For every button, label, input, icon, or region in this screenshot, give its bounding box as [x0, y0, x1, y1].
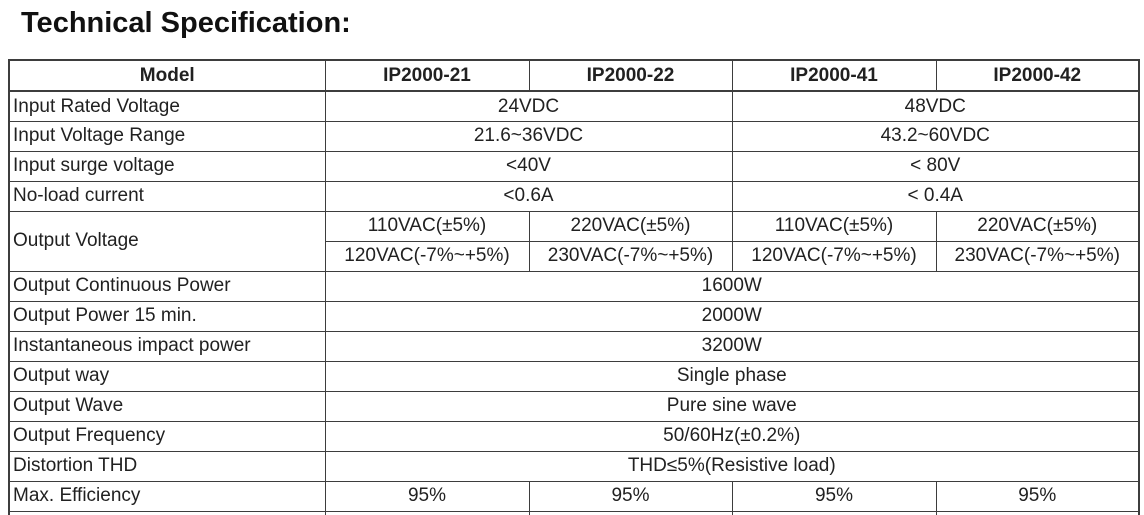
cell-value: 95% [324, 480, 530, 512]
header-model-ip2000-42: IP2000-42 [935, 59, 1140, 93]
row-max-efficiency: Max. Efficiency 95% 95% 95% 95% [8, 480, 1140, 512]
cell-value: 50/60Hz(±0.2%) [324, 420, 1140, 452]
row-label: Output Voltage [8, 210, 326, 272]
row-label: No-load current [8, 180, 326, 212]
row-output-wave: Output Wave Pure sine wave [8, 390, 1140, 422]
cell-value: 220VAC(±5%) [935, 210, 1140, 242]
clipped-cell [528, 510, 733, 515]
cell-value: 95% [731, 480, 937, 512]
row-output-voltage-range: 120VAC(-7%~+5%) 230VAC(-7%~+5%) 120VAC(-… [9, 240, 1140, 272]
clipped-cell [935, 510, 1140, 515]
row-instantaneous-impact-power: Instantaneous impact power 3200W [8, 330, 1140, 362]
header-model-ip2000-41: IP2000-41 [731, 59, 937, 93]
row-output-frequency: Output Frequency 50/60Hz(±0.2%) [8, 420, 1140, 452]
cell-value: < 0.4A [731, 180, 1140, 212]
cell-value: 110VAC(±5%) [324, 210, 530, 242]
row-label: Output Power 15 min. [8, 300, 326, 332]
cell-value: 24VDC [324, 90, 733, 122]
clipped-cell [324, 510, 530, 515]
row-label: Input Voltage Range [8, 120, 326, 152]
row-output-voltage-nominal: Output Voltage 110VAC(±5%) 220VAC(±5%) 1… [8, 210, 1140, 272]
cell-value: 120VAC(-7%~+5%) [324, 240, 530, 272]
row-clipped-continuation [8, 510, 1140, 515]
cell-value: 48VDC [731, 90, 1140, 122]
technical-spec-table: Model IP2000-21 IP2000-22 IP2000-41 IP20… [8, 59, 1140, 515]
row-label: Output Wave [8, 390, 326, 422]
row-label: Max. Efficiency [8, 480, 326, 512]
header-model-label: Model [8, 59, 326, 93]
cell-value: 21.6~36VDC [324, 120, 733, 152]
cell-value: 3200W [324, 330, 1140, 362]
row-output-power-15min: Output Power 15 min. 2000W [8, 300, 1140, 332]
row-input-rated-voltage: Input Rated Voltage 24VDC 48VDC [8, 90, 1140, 122]
cell-value: 43.2~60VDC [731, 120, 1140, 152]
cell-value: THD≤5%(Resistive load) [324, 450, 1140, 482]
cell-value: 220VAC(±5%) [528, 210, 733, 242]
cell-value: 95% [528, 480, 733, 512]
header-model-ip2000-22: IP2000-22 [528, 59, 733, 93]
cell-value: <0.6A [324, 180, 733, 212]
row-input-voltage-range: Input Voltage Range 21.6~36VDC 43.2~60VD… [8, 120, 1140, 152]
cell-value: 2000W [324, 300, 1140, 332]
row-no-load-current: No-load current <0.6A < 0.4A [8, 180, 1140, 212]
clipped-cell [731, 510, 937, 515]
cell-value: < 80V [731, 150, 1140, 182]
header-model-ip2000-21: IP2000-21 [324, 59, 530, 93]
row-label: Output way [8, 360, 326, 392]
row-label: Instantaneous impact power [8, 330, 326, 362]
cell-value: 1600W [324, 270, 1140, 302]
row-label: Input Rated Voltage [8, 90, 326, 122]
cell-value: 95% [935, 480, 1140, 512]
cell-value: Single phase [324, 360, 1140, 392]
row-label: Output Frequency [8, 420, 326, 452]
cell-value: 110VAC(±5%) [731, 210, 937, 242]
row-output-way: Output way Single phase [8, 360, 1140, 392]
page-title: Technical Specification: [21, 7, 351, 39]
row-label: Distortion THD [8, 450, 326, 482]
cell-value: <40V [324, 150, 733, 182]
row-output-continuous-power: Output Continuous Power 1600W [8, 270, 1140, 302]
cell-value: 120VAC(-7%~+5%) [731, 240, 937, 272]
cell-value: 230VAC(-7%~+5%) [935, 240, 1140, 272]
row-distortion-thd: Distortion THD THD≤5%(Resistive load) [8, 450, 1140, 482]
row-input-surge-voltage: Input surge voltage <40V < 80V [8, 150, 1140, 182]
table-header-row: Model IP2000-21 IP2000-22 IP2000-41 IP20… [8, 59, 1140, 93]
row-label: Input surge voltage [8, 150, 326, 182]
cell-value: Pure sine wave [324, 390, 1140, 422]
row-label: Output Continuous Power [8, 270, 326, 302]
cell-value: 230VAC(-7%~+5%) [528, 240, 733, 272]
clipped-cell [8, 510, 326, 515]
